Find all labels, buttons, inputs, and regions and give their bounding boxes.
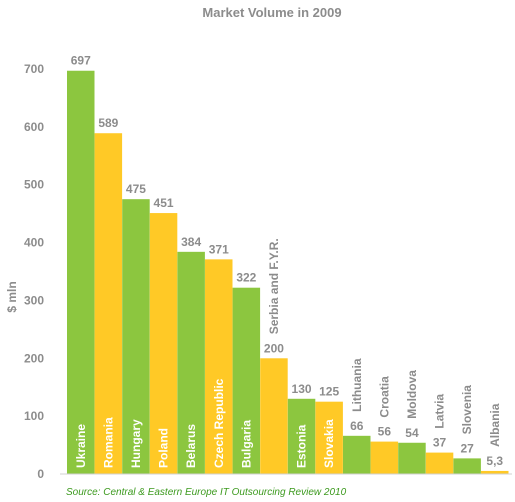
bar: [315, 401, 343, 474]
bars: [67, 70, 509, 475]
y-tick-label: 300: [24, 293, 44, 307]
value-label: 130: [292, 382, 312, 396]
value-label: 371: [209, 242, 229, 256]
value-label: 475: [126, 182, 146, 196]
value-label: 37: [433, 436, 447, 450]
category-label: Poland: [157, 428, 171, 468]
category-label: Czech Republic: [212, 378, 226, 468]
category-label: Lithuania: [350, 358, 364, 412]
category-label: Belarus: [184, 424, 198, 468]
value-label: 384: [181, 235, 201, 249]
category-label: Bulgaria: [239, 420, 253, 468]
category-label: Ukraine: [74, 424, 88, 468]
y-tick-label: 0: [37, 467, 44, 481]
y-axis-ticks: 0 100 200 300 400 500 600 700: [24, 62, 44, 481]
bar: [260, 358, 288, 474]
category-label: Latvia: [433, 394, 447, 429]
value-label: 66: [350, 419, 364, 433]
value-label: 54: [405, 426, 419, 440]
y-tick-label: 700: [24, 62, 44, 76]
bar: [398, 442, 426, 474]
value-labels: 697 589 475 451 384 371 322 200 130 125 66 56 54 37 27…: [71, 54, 504, 468]
bar: [343, 435, 371, 474]
category-label: Serbia and F.Y.R.: [267, 238, 281, 334]
category-label: Romania: [101, 417, 115, 468]
value-label: 125: [319, 385, 339, 399]
value-label: 5,3: [486, 454, 503, 468]
source-note: Source: Central & Eastern Europe IT Outs…: [66, 487, 347, 498]
value-label: 200: [264, 341, 284, 355]
y-tick-label: 100: [24, 409, 44, 423]
category-label: Estonia: [295, 424, 309, 468]
y-axis-label: $ mln: [5, 281, 19, 312]
category-label: Albania: [488, 403, 502, 447]
value-label: 697: [71, 54, 91, 68]
category-label: Moldova: [405, 370, 419, 419]
category-label: Hungary: [129, 419, 143, 468]
bar: [232, 287, 261, 474]
value-label: 589: [98, 116, 118, 130]
y-tick-label: 200: [24, 351, 44, 365]
bar: [205, 259, 233, 474]
bar: [287, 398, 316, 474]
category-label: Croatia: [377, 376, 391, 418]
bar: [67, 70, 95, 474]
value-label: 27: [460, 441, 474, 455]
category-labels: Ukraine Romania Hungary Poland Belarus Czech …: [74, 238, 502, 468]
y-tick-label: 600: [24, 120, 44, 134]
bar: [177, 251, 205, 474]
value-label: 322: [236, 271, 256, 285]
value-label: 451: [154, 196, 174, 210]
bar: [122, 199, 150, 474]
y-tick-label: 400: [24, 236, 44, 250]
value-label: 56: [378, 425, 392, 439]
bar: [481, 470, 509, 474]
category-label: Slovenia: [460, 385, 474, 435]
bar: [149, 213, 178, 475]
bar: [370, 441, 399, 474]
y-tick-label: 500: [24, 178, 44, 192]
bar: [453, 458, 481, 474]
bar: [425, 452, 454, 474]
category-label: Slovakia: [322, 419, 336, 468]
chart-title: Market Volume in 2009: [202, 5, 341, 20]
bar: [94, 133, 123, 474]
